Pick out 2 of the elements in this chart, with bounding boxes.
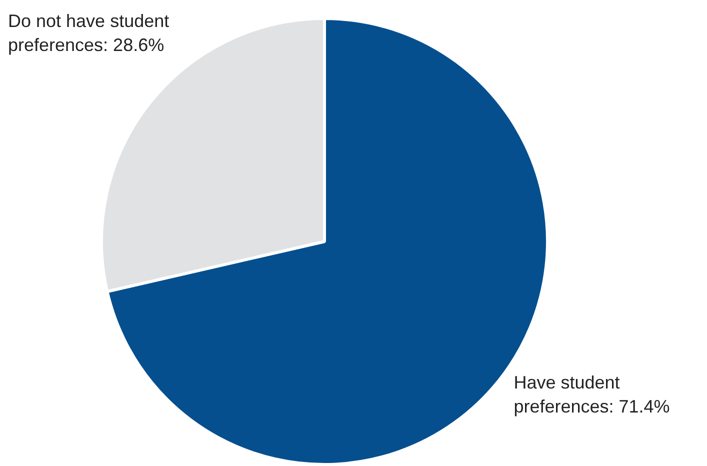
slice-label: Do not have student preferences: 28.6% [8, 10, 170, 55]
slice-label: Have student preferences: 71.4% [514, 372, 670, 416]
